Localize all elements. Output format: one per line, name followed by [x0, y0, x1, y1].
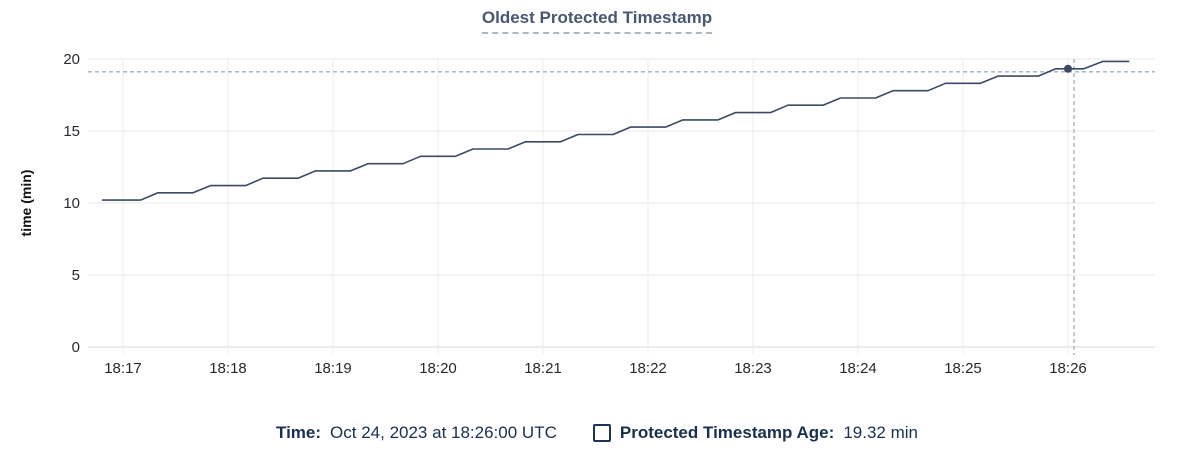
y-axis-tick-labels: 0 5 10 15 20 [63, 51, 80, 356]
y-axis-title: time (min) [18, 170, 34, 237]
chart-legend: Time: Oct 24, 2023 at 18:26:00 UTC Prote… [0, 419, 1194, 447]
x-tick-label: 18:19 [314, 360, 352, 377]
legend-time-label: Time: [276, 423, 322, 442]
x-tick-label: 18:20 [419, 360, 457, 377]
y-tick-label: 10 [63, 195, 80, 212]
x-axis-tick-labels: 18:17 18:18 18:19 18:20 18:21 18:22 18:23 18:24… [104, 360, 1087, 377]
horizontal-gridlines [88, 58, 1155, 348]
series-color-swatch [592, 424, 611, 442]
legend-series-value: 19.32 min [843, 423, 918, 442]
x-tick-label: 18:25 [944, 360, 982, 377]
hover-point-marker [1064, 64, 1072, 73]
y-tick-label: 15 [63, 123, 80, 140]
y-tick-label: 20 [63, 51, 80, 68]
x-tick-label: 18:22 [629, 360, 667, 377]
x-tick-label: 18:21 [524, 360, 562, 377]
x-tick-label: 18:17 [104, 360, 142, 377]
x-tick-label: 18:23 [734, 360, 772, 377]
y-tick-label: 0 [72, 339, 80, 356]
y-tick-label: 5 [72, 267, 80, 284]
chart-title[interactable]: Oldest Protected Timestamp [481, 8, 713, 35]
data-line [102, 60, 1130, 201]
x-tick-label: 18:18 [209, 360, 247, 377]
chart-header: Oldest Protected Timestamp [0, 8, 1194, 35]
legend-time-value: Oct 24, 2023 at 18:26:00 UTC [330, 423, 557, 442]
legend-series-label: Protected Timestamp Age: [619, 423, 835, 442]
crosshair [88, 59, 1155, 355]
x-tick-label: 18:26 [1049, 360, 1087, 377]
x-tick-label: 18:24 [839, 360, 877, 377]
vertical-gridlines [122, 59, 1069, 354]
